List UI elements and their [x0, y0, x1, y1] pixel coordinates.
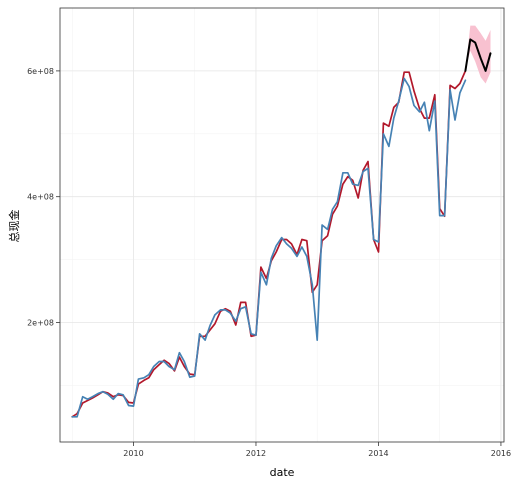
x-tick-label: 2010	[123, 449, 143, 458]
y-tick-label: 2e+08	[27, 318, 54, 327]
x-tick-label: 2012	[246, 449, 266, 458]
y-axis-ticks: 2e+08 4e+08 6e+08	[27, 67, 60, 327]
x-axis-ticks: 2010 2012 2014 2016	[123, 442, 511, 458]
series-lines	[71, 38, 492, 418]
grid	[60, 8, 504, 442]
y-tick-label: 4e+08	[27, 193, 54, 202]
x-tick-label: 2016	[491, 449, 511, 458]
plot-background	[60, 8, 504, 442]
y-axis-title: 总现金	[7, 210, 21, 243]
plot-border	[59, 7, 505, 443]
forecast-line	[464, 38, 492, 72]
x-axis-title: date	[270, 466, 295, 479]
y-tick-label: 6e+08	[27, 67, 54, 76]
x-tick-label: 2014	[368, 449, 388, 458]
actual-line	[71, 77, 467, 418]
